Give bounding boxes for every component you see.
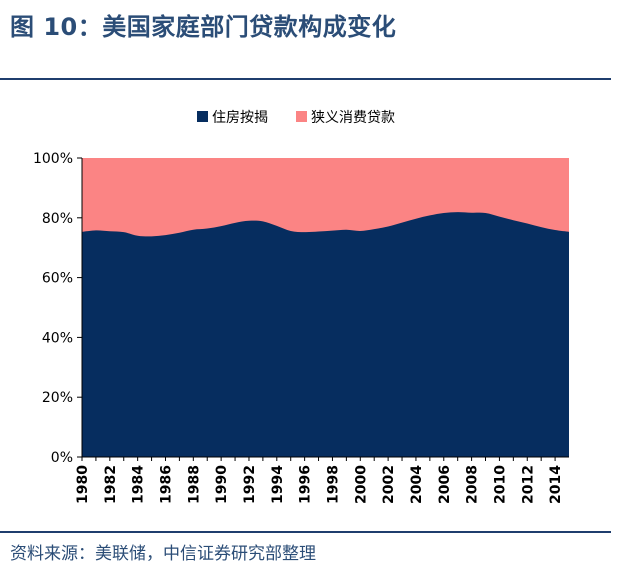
x-tick-label: 2010	[492, 465, 508, 504]
x-tick-label: 1986	[158, 465, 174, 504]
x-tick-label: 2014	[548, 465, 564, 504]
y-tick-label: 60%	[42, 271, 73, 287]
x-tick-label: 2008	[465, 465, 481, 504]
area-series-mortgage	[82, 212, 569, 457]
x-tick-label: 2006	[437, 465, 453, 504]
legend-swatch-mortgage	[197, 111, 208, 122]
x-tick-label: 1990	[214, 465, 230, 504]
x-tick-label: 2000	[353, 465, 369, 504]
x-tick-label: 2012	[520, 465, 536, 504]
y-tick-label: 80%	[42, 211, 73, 227]
y-axis-ticks: 0% 20% 40% 60% 80% 100%	[33, 151, 82, 466]
y-tick-label: 40%	[42, 330, 73, 346]
y-tick-label: 20%	[42, 390, 73, 406]
x-tick-label: 1980	[75, 465, 91, 504]
legend-label-consumer: 狭义消费贷款	[311, 110, 395, 126]
x-tick-label: 1992	[242, 465, 258, 504]
legend-swatch-consumer	[296, 111, 307, 122]
x-tick-label: 1984	[131, 465, 147, 504]
x-tick-label: 1994	[270, 465, 286, 504]
x-tick-label: 1998	[325, 465, 341, 504]
x-axis-ticks: 1980 1982 1984 1986 1988 1990 1992 1994 1996 1998…	[75, 457, 564, 504]
plot-area	[82, 158, 569, 457]
title-divider	[0, 78, 611, 80]
figure-title: 图 10：美国家庭部门贷款构成变化	[10, 13, 397, 41]
x-tick-label: 2002	[381, 465, 397, 504]
footer-divider	[0, 531, 611, 533]
chart-axes	[81, 158, 569, 458]
source-note: 资料来源：美联储，中信证券研究部整理	[10, 544, 316, 564]
legend-label-mortgage: 住房按揭	[212, 110, 268, 126]
x-tick-label: 2004	[409, 465, 425, 504]
x-tick-label: 1988	[186, 465, 202, 504]
x-tick-label: 1996	[298, 465, 314, 504]
chart-legend: 住房按揭 狭义消费贷款	[197, 110, 395, 126]
y-tick-label: 100%	[33, 151, 73, 167]
y-tick-label: 0%	[51, 450, 73, 466]
x-tick-label: 1982	[103, 465, 119, 504]
